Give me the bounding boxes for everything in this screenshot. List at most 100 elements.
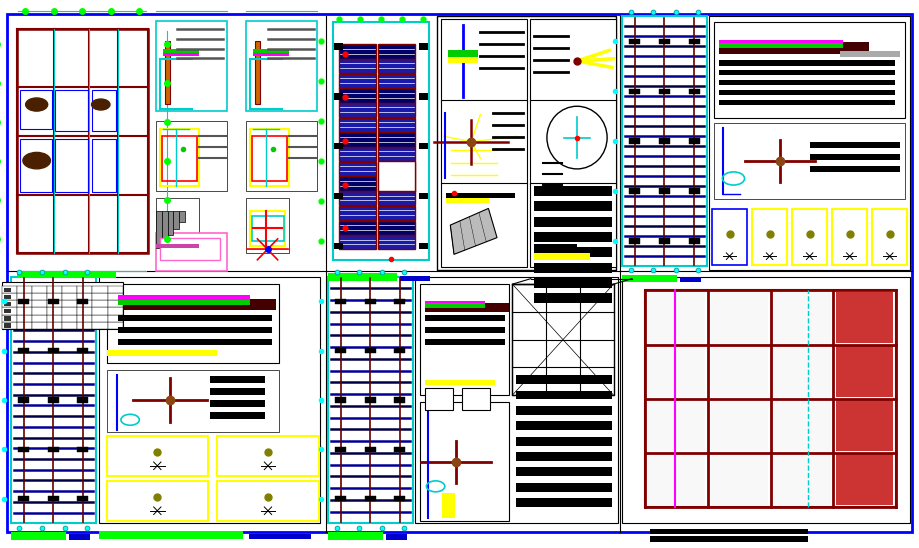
Bar — [688, 238, 699, 243]
Bar — [2, 315, 17, 322]
Bar — [386, 534, 407, 540]
Bar — [379, 161, 415, 191]
Bar — [659, 189, 670, 194]
Bar — [379, 118, 415, 132]
Bar — [93, 322, 108, 329]
Bar — [774, 454, 831, 505]
Bar — [156, 198, 199, 253]
Bar — [365, 447, 376, 452]
Bar — [339, 147, 377, 161]
Bar — [18, 447, 29, 452]
Bar — [648, 400, 705, 451]
Bar — [334, 193, 343, 199]
Bar — [167, 211, 173, 235]
Bar — [630, 138, 641, 144]
Bar — [32, 315, 47, 322]
Circle shape — [23, 152, 51, 169]
Bar — [210, 376, 265, 383]
Bar — [32, 322, 47, 329]
Bar — [4, 323, 11, 328]
Bar — [441, 19, 528, 102]
Bar — [645, 290, 896, 507]
Bar — [529, 184, 616, 267]
Bar — [17, 29, 148, 253]
Bar — [425, 339, 505, 345]
Bar — [516, 437, 611, 446]
Bar — [810, 153, 900, 160]
Bar — [334, 43, 343, 50]
Bar — [659, 138, 670, 144]
Bar — [400, 276, 429, 281]
Bar — [420, 402, 509, 521]
Bar — [446, 193, 515, 198]
Bar — [246, 198, 289, 253]
Bar — [442, 493, 456, 518]
Bar — [335, 496, 346, 501]
Bar — [165, 41, 170, 104]
Bar — [4, 302, 11, 306]
Bar — [420, 284, 509, 395]
Bar — [4, 316, 11, 321]
Bar — [339, 220, 377, 235]
Bar — [709, 16, 910, 270]
Bar — [339, 44, 377, 59]
Bar — [836, 346, 893, 397]
Bar — [107, 284, 278, 363]
Bar — [448, 50, 478, 57]
Bar — [156, 16, 317, 266]
Bar — [69, 534, 90, 540]
Bar — [77, 307, 93, 315]
Bar — [62, 286, 77, 293]
Bar — [688, 88, 699, 94]
Bar — [833, 209, 867, 265]
Bar — [339, 176, 377, 191]
Bar — [425, 301, 485, 306]
Bar — [516, 406, 611, 415]
Bar — [32, 293, 47, 300]
Ellipse shape — [547, 106, 607, 169]
Bar — [425, 303, 485, 307]
Bar — [365, 397, 376, 403]
Bar — [77, 300, 93, 307]
Bar — [47, 293, 62, 300]
Bar — [379, 133, 415, 146]
Bar — [92, 90, 117, 132]
Bar — [156, 233, 227, 271]
Bar — [513, 284, 614, 395]
Bar — [365, 496, 376, 501]
Bar — [719, 42, 869, 54]
Bar — [48, 447, 59, 452]
Bar — [17, 315, 32, 322]
Bar — [774, 292, 831, 343]
Bar — [2, 282, 123, 329]
Bar — [93, 293, 108, 300]
Bar — [334, 243, 343, 249]
Bar — [437, 16, 616, 270]
Bar — [441, 100, 528, 184]
Bar — [379, 176, 415, 191]
Bar — [516, 375, 611, 384]
Bar — [108, 293, 122, 300]
Bar — [710, 400, 768, 451]
Bar — [252, 136, 287, 181]
Bar — [810, 141, 900, 148]
Bar — [249, 534, 311, 539]
Bar — [328, 532, 383, 540]
Bar — [534, 253, 590, 260]
Bar — [77, 322, 93, 329]
Bar — [160, 238, 220, 260]
Circle shape — [92, 99, 110, 110]
Bar — [872, 209, 907, 265]
Bar — [93, 315, 108, 322]
Bar — [650, 536, 808, 542]
Bar — [446, 198, 489, 203]
Bar — [2, 286, 17, 293]
Bar — [18, 348, 29, 353]
Bar — [339, 206, 377, 220]
Bar — [650, 529, 808, 534]
Bar — [108, 307, 122, 315]
Bar — [710, 292, 768, 343]
Bar — [17, 286, 32, 293]
Bar — [77, 286, 93, 293]
Bar — [334, 143, 343, 150]
